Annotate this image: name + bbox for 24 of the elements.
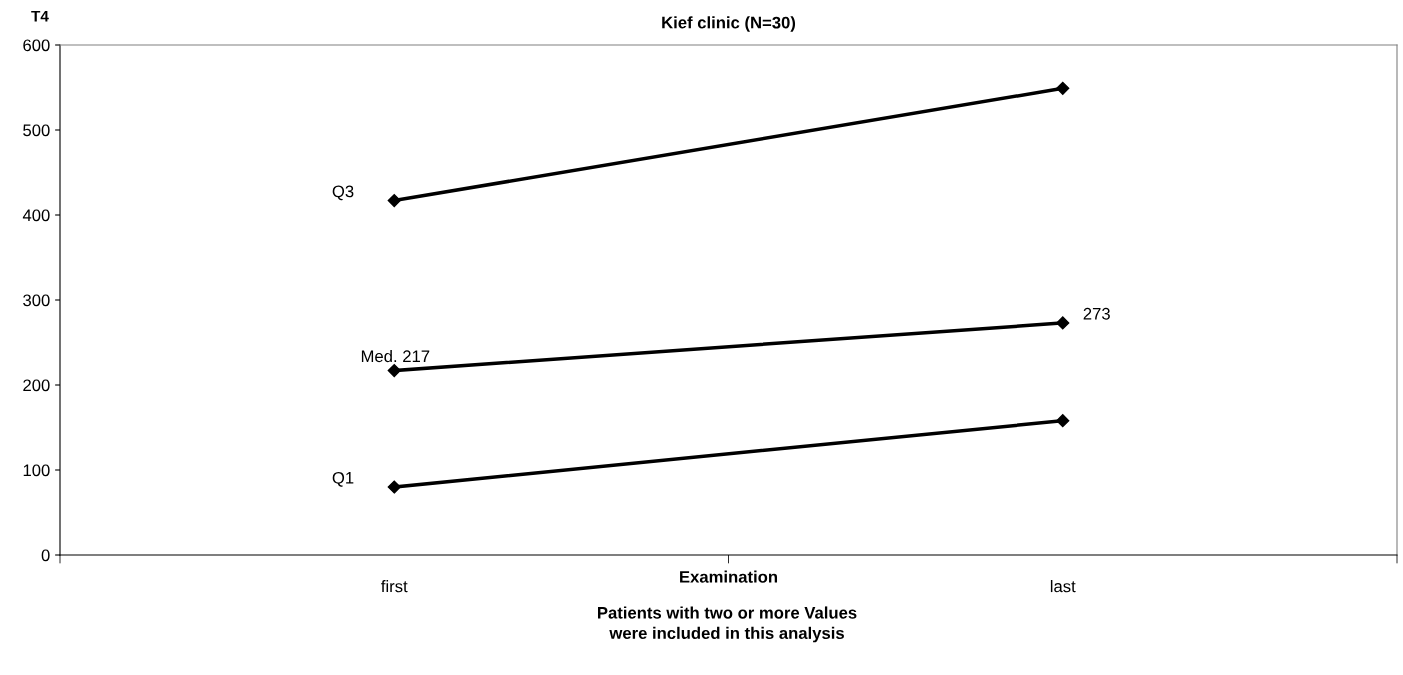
point <box>387 480 401 494</box>
text: Q1 <box>332 471 354 487</box>
text: Q3 <box>332 185 354 201</box>
y-tick-label: 600 <box>23 39 50 52</box>
x-axis-title: Examination <box>680 570 778 583</box>
point <box>1056 316 1070 330</box>
point <box>1056 414 1070 428</box>
point <box>387 193 401 208</box>
point <box>1056 81 1070 95</box>
y-tick-label: 200 <box>23 379 50 392</box>
y-tick-label: 300 <box>23 294 50 307</box>
point <box>387 363 401 378</box>
y-tick-label: 500 <box>23 124 50 137</box>
y-tick-label: 100 <box>23 464 50 477</box>
data-label: 273 <box>1083 307 1110 320</box>
x-tick-label: first <box>381 580 408 593</box>
chart-title: Kief clinic (N=30) <box>662 16 796 32</box>
text: Patients with two or more Values were included in this analysis <box>598 606 857 643</box>
y-tick-label: 0 <box>41 549 50 562</box>
data-label: 217 <box>403 350 430 362</box>
series-label: Med. <box>361 349 397 363</box>
y-tick-label: 400 <box>22 209 50 222</box>
x-tick-label: last <box>1050 580 1076 593</box>
y-axis-title: T4 <box>31 10 49 22</box>
